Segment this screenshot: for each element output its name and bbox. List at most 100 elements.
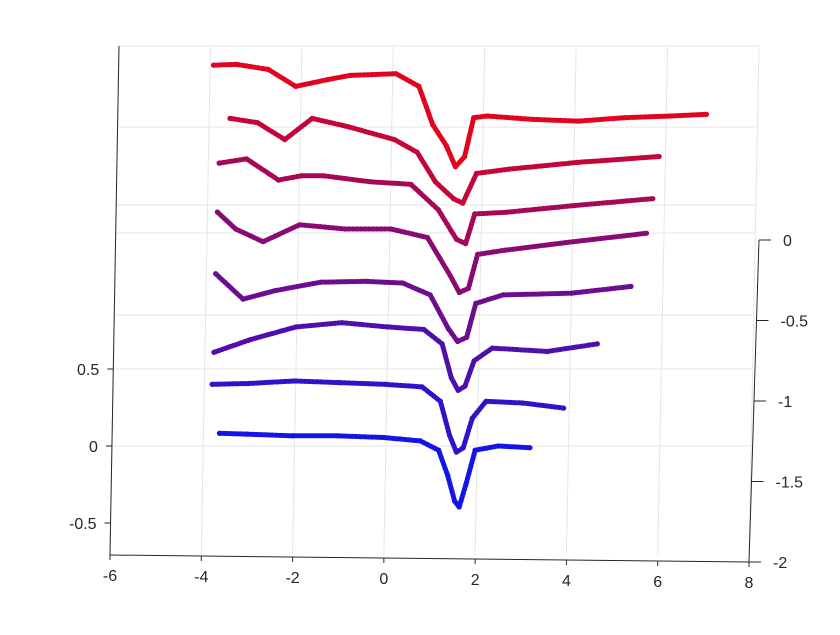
data-point — [452, 164, 458, 170]
tick-labels: -6 -4 -2 0 2 4 6 8 -2 -1.5 -1 -0.5 0 -0.5 0 0.5 — [69, 233, 808, 592]
data-point — [367, 179, 373, 185]
data-point — [530, 116, 536, 122]
data-point — [244, 431, 250, 437]
grid-line-x — [748, 45, 760, 556]
y-tick-label: -2 — [773, 555, 787, 572]
series-7 — [210, 61, 710, 170]
data-point — [339, 320, 345, 326]
data-point — [321, 173, 327, 179]
z-tick-label: -0.5 — [69, 516, 97, 533]
data-point — [656, 153, 662, 160]
data-point — [243, 156, 250, 162]
y-tick-label: -1.5 — [776, 475, 804, 492]
data-series — [209, 61, 710, 510]
series-line — [227, 115, 662, 206]
data-point — [421, 326, 427, 333]
data-point — [505, 166, 512, 172]
data-point — [443, 143, 449, 149]
data-point — [472, 447, 478, 453]
data-point — [504, 209, 510, 215]
data-point — [384, 324, 390, 330]
grid-line-x — [657, 45, 669, 556]
data-point — [381, 434, 387, 441]
data-point — [247, 337, 253, 343]
axis-lines — [104, 45, 771, 567]
y-tick-label: -0.5 — [781, 314, 809, 331]
data-point — [233, 226, 239, 232]
data-point — [293, 83, 299, 89]
data-point — [464, 334, 470, 340]
x-tick-label: 8 — [745, 575, 754, 592]
series-line — [216, 156, 656, 247]
data-point — [430, 121, 436, 128]
data-point — [650, 196, 656, 202]
data-point — [489, 345, 495, 351]
data-point — [462, 154, 468, 160]
series-line — [217, 430, 533, 510]
data-point — [393, 71, 399, 77]
z-tick-label: 0 — [89, 439, 98, 456]
data-point — [576, 118, 582, 124]
x-tick-label: -6 — [103, 568, 117, 585]
x-tick-label: 2 — [471, 572, 480, 589]
data-point — [400, 280, 406, 286]
x-tick-label: -2 — [285, 570, 299, 587]
data-point — [502, 247, 508, 253]
data-point — [445, 326, 451, 332]
data-point — [475, 251, 481, 257]
data-point — [209, 381, 215, 387]
data-point — [240, 296, 246, 302]
data-point — [290, 433, 296, 439]
data-point — [628, 283, 634, 289]
data-point — [246, 380, 252, 387]
data-point — [448, 375, 454, 381]
data-point — [432, 179, 438, 185]
data-point — [473, 170, 480, 176]
data-point — [335, 433, 341, 439]
data-point — [297, 222, 303, 228]
data-point — [447, 273, 453, 279]
data-point — [572, 202, 578, 209]
data-point — [216, 160, 222, 166]
series-5 — [216, 156, 656, 247]
data-point — [437, 398, 443, 404]
data-point — [455, 338, 461, 345]
x-tick-label: 4 — [562, 573, 571, 590]
data-point — [291, 378, 297, 384]
data-point — [570, 239, 577, 245]
x-tick-label: 6 — [653, 574, 662, 591]
data-point — [275, 177, 282, 183]
data-point — [569, 290, 575, 296]
series-6 — [227, 115, 662, 206]
data-point — [594, 341, 600, 347]
data-point — [424, 234, 430, 241]
series-line — [209, 378, 567, 455]
series-line — [214, 209, 649, 295]
data-point — [453, 449, 459, 455]
data-point — [483, 398, 489, 404]
grid-line-x — [383, 45, 394, 556]
data-point — [265, 66, 271, 72]
data-point — [293, 324, 299, 330]
data-point — [419, 384, 425, 390]
data-point — [463, 241, 469, 247]
data-point — [216, 430, 223, 436]
data-point — [416, 83, 422, 89]
data-point — [427, 292, 433, 298]
data-point — [453, 236, 460, 242]
z-tick-label: 0.5 — [77, 362, 99, 379]
data-point — [342, 226, 348, 232]
data-point — [643, 230, 650, 236]
data-point — [451, 196, 457, 202]
data-point — [456, 504, 462, 510]
x-axis-line — [109, 554, 750, 563]
data-point — [337, 380, 343, 386]
data-point — [282, 137, 288, 143]
data-point — [500, 292, 506, 298]
z-axis-line — [109, 45, 120, 556]
data-point — [388, 226, 394, 232]
series-2 — [211, 320, 600, 393]
data-point — [227, 115, 233, 121]
